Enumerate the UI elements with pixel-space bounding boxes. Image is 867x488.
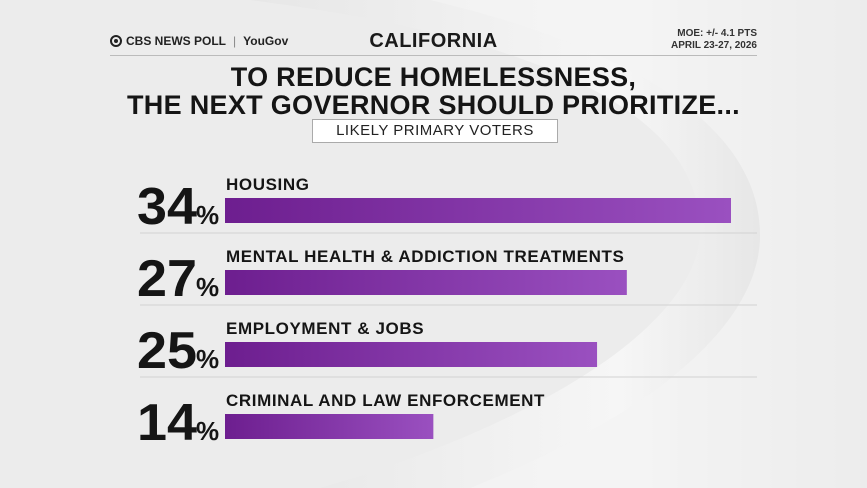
region-title: CALIFORNIA	[369, 30, 498, 52]
date-text: APRIL 23-27, 2026	[671, 40, 757, 51]
category-label: HOUSING	[226, 175, 310, 194]
title-line-1: TO REDUCE HOMELESSNESS,	[230, 62, 637, 92]
header-divider	[110, 55, 757, 56]
percent-sign: %	[196, 416, 219, 446]
brand-separator: |	[233, 34, 237, 48]
bar	[225, 414, 434, 439]
percent-sign: %	[196, 344, 219, 374]
moe-text: MOE: +/- 4.1 PTS	[677, 28, 757, 39]
bar	[225, 270, 627, 295]
bar	[225, 342, 598, 367]
value-label: 27	[137, 250, 197, 308]
brand-cbs: CBS NEWS POLL	[126, 34, 227, 48]
bar	[225, 198, 731, 223]
chart-subtitle: LIKELY PRIMARY VOTERS	[312, 119, 558, 143]
percent-sign: %	[196, 272, 219, 302]
cbs-eye-icon	[110, 35, 122, 47]
category-label: MENTAL HEALTH & ADDICTION TREATMENTS	[226, 247, 624, 266]
title-line-2: THE NEXT GOVERNOR SHOULD PRIORITIZE...	[127, 90, 740, 120]
brand-yougov: YouGov	[243, 34, 289, 48]
value-label: 14	[137, 394, 197, 452]
brand: CBS NEWS POLL | YouGov	[110, 34, 288, 48]
category-label: EMPLOYMENT & JOBS	[226, 319, 424, 338]
chart-title: TO REDUCE HOMELESSNESS, THE NEXT GOVERNO…	[0, 63, 867, 119]
percent-sign: %	[196, 200, 219, 230]
category-label: CRIMINAL AND LAW ENFORCEMENT	[226, 391, 545, 410]
value-label: 25	[137, 322, 197, 380]
value-label: 34	[137, 178, 197, 236]
poll-info: MOE: +/- 4.1 PTS APRIL 23-27, 2026	[671, 28, 757, 52]
